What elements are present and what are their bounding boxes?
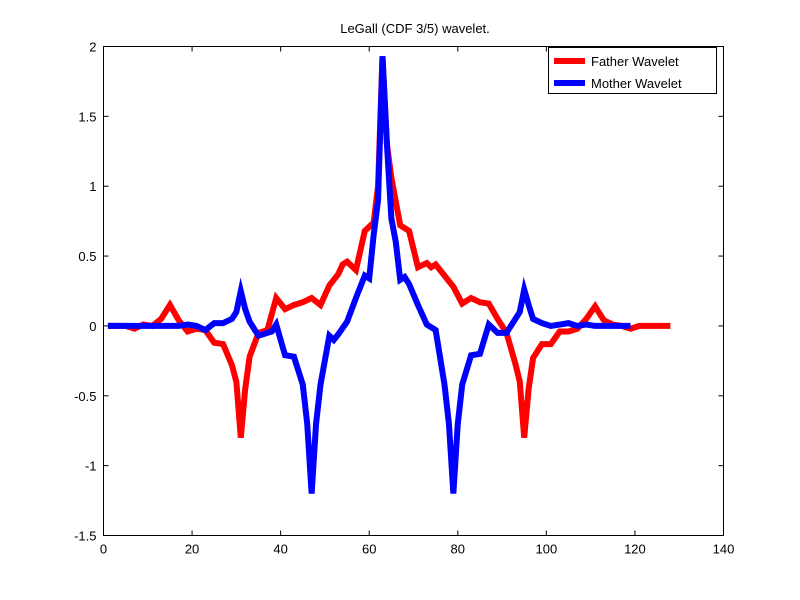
chart-title: LeGall (CDF 3/5) wavelet. xyxy=(340,21,490,36)
legend: Father Wavelet Mother Wavelet xyxy=(548,47,717,94)
ticks-layer: 0 20 40 60 80 100 120 140 -1.5 -1 -0.5 0 0.5 1 1.5 2 xyxy=(74,40,734,557)
x-tick-label: 80 xyxy=(451,542,465,557)
y-tick-label: 0 xyxy=(89,319,96,334)
y-tick-label: 1.5 xyxy=(78,109,96,124)
y-tick-label: 2 xyxy=(89,40,96,55)
y-tick-label: -0.5 xyxy=(74,389,96,404)
x-tick-label: 40 xyxy=(273,542,287,557)
series-line-father xyxy=(107,56,671,438)
legend-label-mother: Mother Wavelet xyxy=(591,76,682,91)
x-tick-label: 60 xyxy=(362,542,376,557)
legend-label-father: Father Wavelet xyxy=(591,54,679,69)
series-line-mother xyxy=(107,56,631,494)
y-tick-label: -1.5 xyxy=(74,529,96,544)
x-tick-label: 20 xyxy=(185,542,199,557)
y-tick-label: -1 xyxy=(85,459,97,474)
x-tick-label: 0 xyxy=(100,542,107,557)
legend-box xyxy=(548,47,717,94)
y-tick-label: 1 xyxy=(89,179,96,194)
x-tick-label: 120 xyxy=(624,542,646,557)
y-tick-label: 0.5 xyxy=(78,249,96,264)
plot-frame xyxy=(103,46,724,536)
series-layer xyxy=(107,56,671,494)
x-tick-label: 140 xyxy=(713,542,735,557)
x-tick-label: 100 xyxy=(536,542,558,557)
